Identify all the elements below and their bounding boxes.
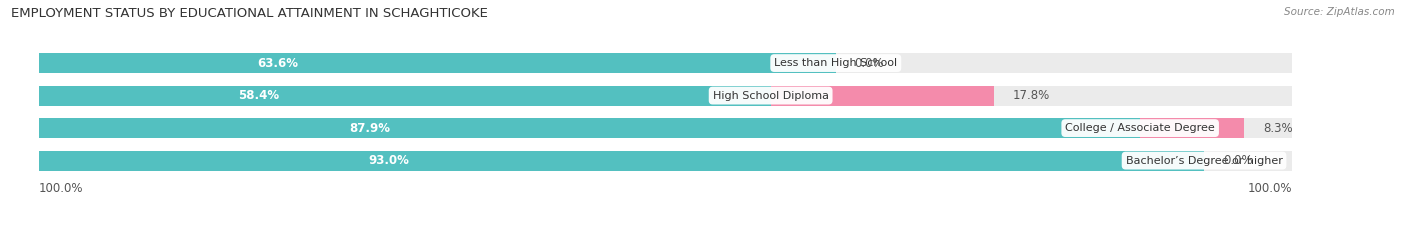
- Bar: [39, 118, 1140, 138]
- Text: 0.0%: 0.0%: [1223, 154, 1253, 167]
- Text: 17.8%: 17.8%: [1012, 89, 1050, 102]
- Text: EMPLOYMENT STATUS BY EDUCATIONAL ATTAINMENT IN SCHAGHTICOKE: EMPLOYMENT STATUS BY EDUCATIONAL ATTAINM…: [11, 7, 488, 20]
- Text: 87.9%: 87.9%: [349, 122, 389, 135]
- Legend: In Labor Force, Unemployed: In Labor Force, Unemployed: [593, 230, 813, 233]
- Text: 100.0%: 100.0%: [1247, 182, 1292, 195]
- Text: 93.0%: 93.0%: [368, 154, 409, 167]
- Bar: [39, 151, 1204, 171]
- Text: 100.0%: 100.0%: [39, 182, 83, 195]
- Bar: [39, 53, 1292, 73]
- Text: Less than High School: Less than High School: [775, 58, 897, 68]
- Text: Source: ZipAtlas.com: Source: ZipAtlas.com: [1284, 7, 1395, 17]
- Bar: [1140, 118, 1244, 138]
- Text: High School Diploma: High School Diploma: [713, 91, 828, 101]
- Text: College / Associate Degree: College / Associate Degree: [1066, 123, 1215, 133]
- Text: 63.6%: 63.6%: [257, 57, 298, 70]
- Bar: [39, 86, 1292, 106]
- Text: 8.3%: 8.3%: [1263, 122, 1292, 135]
- Text: 58.4%: 58.4%: [238, 89, 280, 102]
- Bar: [39, 118, 1292, 138]
- Bar: [39, 86, 770, 106]
- Text: 0.0%: 0.0%: [855, 57, 884, 70]
- Bar: [39, 151, 1292, 171]
- Bar: [39, 53, 835, 73]
- Bar: [770, 86, 994, 106]
- Text: Bachelor’s Degree or higher: Bachelor’s Degree or higher: [1126, 156, 1282, 166]
